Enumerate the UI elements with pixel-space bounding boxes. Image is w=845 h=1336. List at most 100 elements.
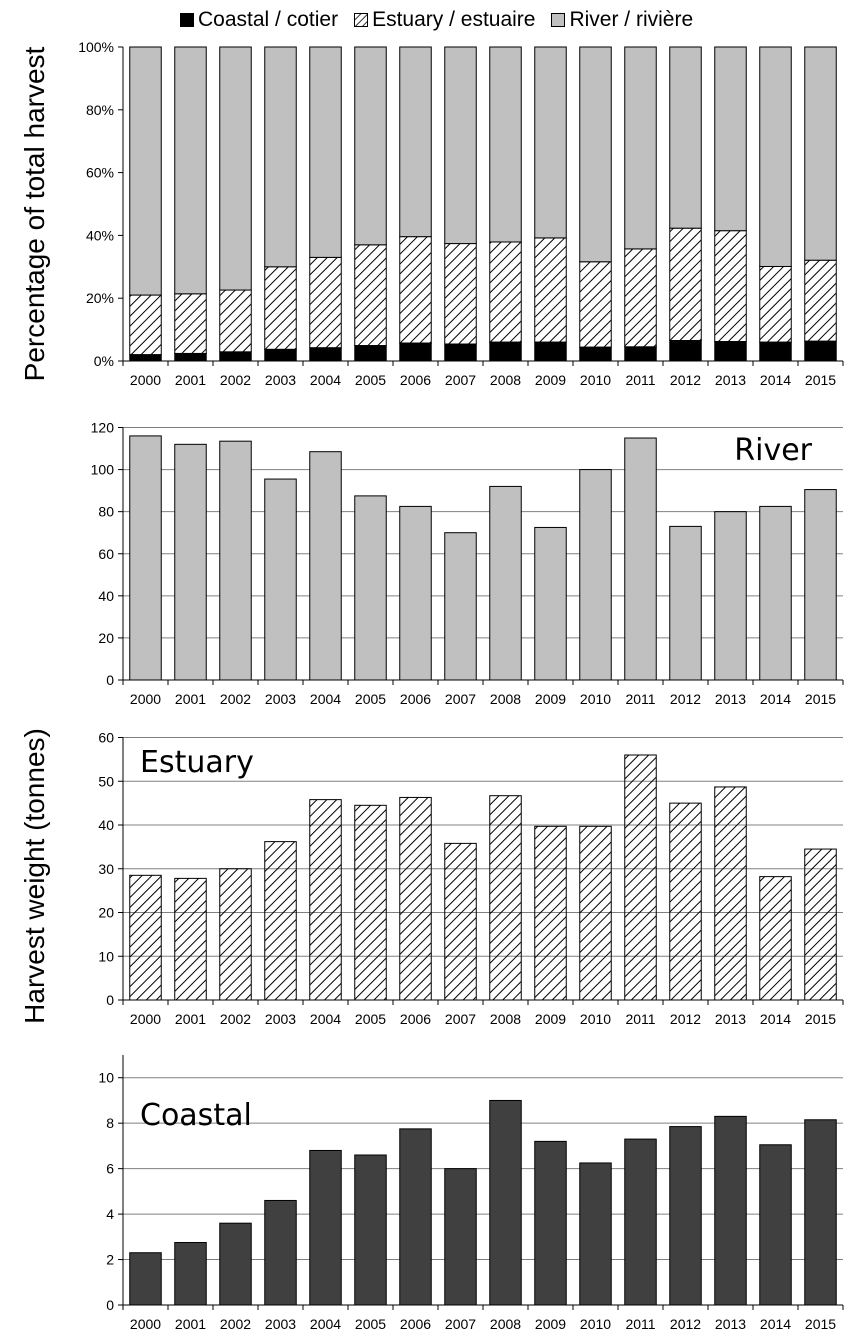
legend-item-estuary: Estuary / estuaire — [354, 8, 535, 32]
bar — [354, 1154, 387, 1306]
bar-river — [399, 46, 432, 238]
x-tick-label: 2005 — [355, 372, 386, 388]
bar — [714, 511, 747, 681]
legend-item-coastal: Coastal / cotier — [180, 8, 338, 32]
bar-estuary — [624, 248, 657, 348]
y-tick-label: 80% — [86, 102, 114, 118]
bar-estuary — [444, 243, 477, 345]
y-tick-label: 60 — [98, 730, 114, 746]
bar-coastal — [174, 352, 207, 362]
x-tick-label: 2010 — [580, 1316, 611, 1332]
bar-river — [219, 46, 252, 291]
x-tick-label: 2006 — [400, 1316, 431, 1332]
bar-coastal — [759, 341, 792, 362]
bar — [174, 1242, 207, 1306]
x-tick-label: 2001 — [175, 691, 206, 707]
y-tick-label: 120 — [91, 420, 115, 436]
x-tick-label: 2000 — [130, 1011, 161, 1025]
y-tick-label: 20% — [86, 290, 114, 306]
bar — [534, 825, 567, 1001]
y-tick-label: 0 — [106, 992, 114, 1008]
bar — [264, 1199, 297, 1306]
bar — [174, 443, 207, 681]
panel-title: Coastal — [140, 1098, 252, 1133]
bar-coastal — [714, 341, 747, 362]
x-tick-label: 2012 — [670, 691, 701, 707]
bar — [354, 495, 387, 681]
x-tick-label: 2001 — [175, 1316, 206, 1332]
bar — [669, 525, 702, 681]
x-tick-label: 2006 — [400, 372, 431, 388]
bar-river — [444, 46, 477, 245]
legend-label-river: River / rivière — [569, 8, 694, 31]
legend-item-river: River / rivière — [551, 8, 693, 32]
x-tick-label: 2012 — [670, 1316, 701, 1332]
bar-river — [174, 46, 207, 295]
x-tick-label: 2002 — [220, 372, 251, 388]
bar-river — [759, 46, 792, 267]
x-tick-label: 2013 — [715, 691, 746, 707]
bar — [399, 1128, 432, 1306]
x-tick-label: 2010 — [580, 1011, 611, 1025]
x-tick-label: 2011 — [625, 691, 655, 707]
y-tick-label: 8 — [106, 1115, 114, 1131]
x-tick-label: 2002 — [220, 1316, 251, 1332]
bar-coastal — [489, 341, 522, 362]
x-tick-label: 2009 — [535, 1011, 566, 1025]
bar-coastal — [669, 340, 702, 362]
x-tick-label: 2008 — [490, 691, 521, 707]
coastal-chart: 0 2 4 6 8 10 2000 2001 2002 2003 2004 2005 2006 2007 2… — [98, 1055, 844, 1332]
bar — [444, 532, 477, 681]
y-tick-label: 0 — [106, 672, 114, 688]
y-tick-label: 4 — [106, 1206, 114, 1222]
bar — [579, 469, 612, 681]
bar — [129, 1252, 162, 1306]
bar — [219, 1222, 252, 1306]
x-tick-label: 2006 — [400, 691, 431, 707]
x-tick-label: 2009 — [535, 691, 566, 707]
bar-estuary — [534, 237, 567, 343]
x-tick-label: 2003 — [265, 372, 296, 388]
legend-swatch-coastal — [180, 13, 194, 27]
x-tick-label: 2015 — [805, 372, 836, 388]
bar-coastal — [624, 346, 657, 362]
y-tick-label: 6 — [106, 1161, 114, 1177]
x-tick-label: 2014 — [760, 691, 791, 707]
bar — [444, 842, 477, 1001]
y-tick-label: 2 — [106, 1252, 114, 1268]
x-tick-label: 2002 — [220, 691, 251, 707]
bar — [759, 505, 792, 681]
x-tick-label: 2014 — [760, 1011, 791, 1025]
x-tick-label: 2009 — [535, 372, 566, 388]
y-tick-label: 20 — [98, 630, 114, 646]
bar-river — [669, 46, 702, 229]
y-tick-label: 50 — [98, 773, 114, 789]
bar-coastal — [219, 351, 252, 362]
bar-estuary — [129, 294, 162, 356]
bar-river — [534, 46, 567, 239]
panel-title: River — [734, 433, 812, 468]
x-tick-label: 2008 — [490, 1011, 521, 1025]
river-chart: 0 20 40 60 80 100 120 2000 2001 2002 2003 2004 2005 2… — [91, 420, 844, 707]
x-tick-label: 2010 — [580, 372, 611, 388]
bar — [534, 1140, 567, 1306]
y-tick-label: 60% — [86, 165, 114, 181]
x-tick-label: 2012 — [670, 372, 701, 388]
y-tick-label: 80 — [98, 504, 114, 520]
x-tick-label: 2010 — [580, 691, 611, 707]
bar-estuary — [399, 236, 432, 344]
x-tick-label: 2006 — [400, 1011, 431, 1025]
x-tick-label: 2008 — [490, 1316, 521, 1332]
bar-estuary — [714, 230, 747, 343]
bar — [264, 478, 297, 681]
bar — [354, 804, 387, 1001]
bar-coastal — [804, 340, 837, 362]
legend-swatch-estuary — [354, 13, 369, 27]
bar-coastal — [354, 345, 387, 362]
x-tick-label: 2007 — [445, 1011, 476, 1025]
bar-estuary — [489, 241, 522, 343]
x-tick-label: 2002 — [220, 1011, 251, 1025]
bar — [399, 796, 432, 1001]
bar-coastal — [264, 348, 297, 362]
